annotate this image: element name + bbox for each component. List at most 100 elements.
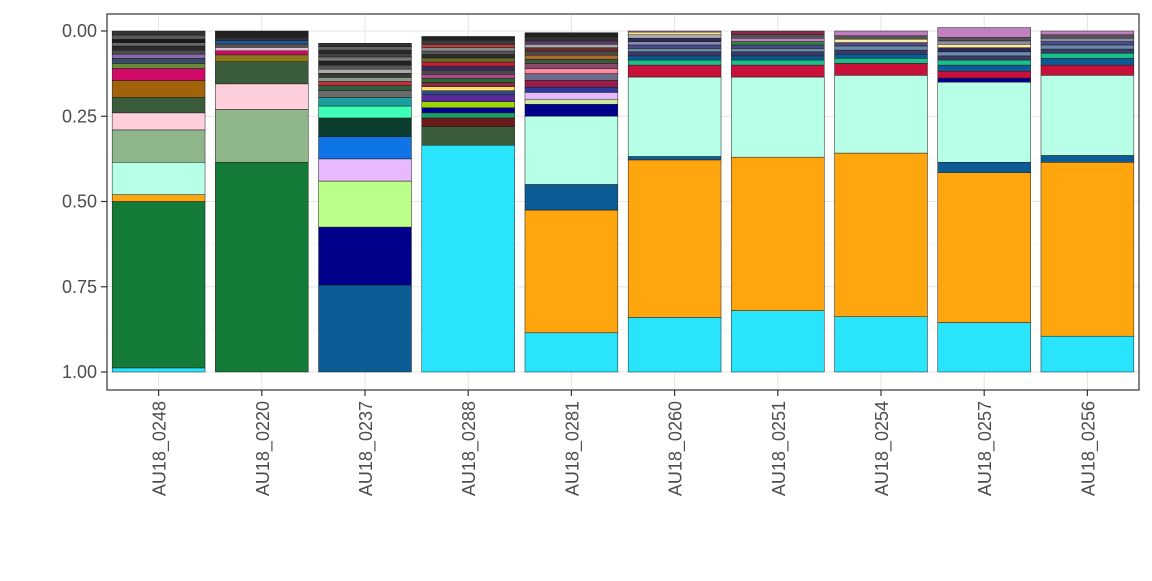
bar-segment xyxy=(524,87,619,93)
bar-segment xyxy=(834,63,928,76)
bar-segment xyxy=(937,81,1031,163)
bar-segment xyxy=(937,64,1031,72)
bar-segment xyxy=(937,162,1031,173)
bar-segment xyxy=(524,59,619,64)
bar-stack-AU18_0254 xyxy=(834,30,928,373)
bar-segment xyxy=(731,34,825,39)
bar-segment xyxy=(111,162,206,195)
bar-segment xyxy=(524,63,619,69)
x-tick-label: AU18_0260 xyxy=(666,401,687,496)
bar-segment xyxy=(111,68,206,81)
bar-segment xyxy=(731,30,825,36)
bar-segment xyxy=(1040,37,1135,42)
bar-segment xyxy=(318,81,412,86)
bar-segment xyxy=(834,35,928,40)
bar-segment xyxy=(421,112,515,119)
bar-segment xyxy=(731,76,825,158)
bar-segment xyxy=(627,59,722,66)
bar-segment xyxy=(421,82,515,87)
bar-segment xyxy=(215,50,309,56)
bar-segment xyxy=(318,105,412,119)
bar-segment xyxy=(421,86,515,91)
bar-segment xyxy=(731,59,825,66)
x-axis: AU18_0248 AU18_0220 AU18_0237 AU18_0288 AU18… xyxy=(150,390,1099,496)
bar-segment xyxy=(834,152,928,318)
bar-segment xyxy=(524,332,619,373)
bar-segment xyxy=(524,68,619,74)
x-tick-label: AU18_0257 xyxy=(975,401,996,496)
bar-segment xyxy=(731,310,825,373)
x-tick-label: AU18_0281 xyxy=(562,401,583,496)
bar-stack-AU18_0220 xyxy=(215,30,309,373)
bar-segment xyxy=(937,51,1031,57)
bar-segment xyxy=(937,77,1031,83)
bar-segment xyxy=(111,112,206,131)
bar-segment xyxy=(524,104,619,117)
x-tick-label: AU18_0248 xyxy=(150,401,171,496)
bar-segment xyxy=(524,184,619,211)
bar-segment xyxy=(937,55,1031,61)
bar-segment xyxy=(111,30,206,36)
bar-segment xyxy=(627,64,722,78)
bar-stack-AU18_0288 xyxy=(421,36,515,373)
bars-group xyxy=(111,27,1135,373)
bar-segment xyxy=(1040,162,1135,337)
bar-segment xyxy=(627,48,722,53)
bar-segment xyxy=(834,53,928,59)
bar-segment xyxy=(1040,44,1135,50)
bar-segment xyxy=(421,50,515,55)
x-tick-label: AU18_0237 xyxy=(356,401,377,496)
bar-segment xyxy=(937,44,1031,48)
bar-segment xyxy=(215,61,309,85)
bar-segment xyxy=(111,367,206,373)
bar-segment xyxy=(627,51,722,57)
bar-segment xyxy=(111,194,206,202)
bar-segment xyxy=(318,284,412,373)
bar-segment xyxy=(111,80,206,98)
bar-segment xyxy=(1040,58,1135,66)
bar-segment xyxy=(111,63,206,69)
bar-segment xyxy=(834,30,928,37)
bar-segment xyxy=(215,83,309,110)
bar-segment xyxy=(111,49,206,55)
bar-segment xyxy=(1040,155,1135,163)
bar-segment xyxy=(1040,52,1135,59)
bar-segment xyxy=(421,101,515,108)
bar-segment xyxy=(834,75,928,154)
bar-segment xyxy=(318,43,412,47)
bar-segment xyxy=(421,36,515,41)
bar-segment xyxy=(627,34,722,39)
bar-segment xyxy=(627,37,722,42)
bar-segment xyxy=(627,317,722,373)
bar-segment xyxy=(421,57,515,63)
x-tick-label: AU18_0220 xyxy=(253,401,274,496)
bar-segment xyxy=(215,40,309,45)
bar-segment xyxy=(524,73,619,81)
bar-segment xyxy=(1040,34,1135,39)
bar-segment xyxy=(834,45,928,51)
bar-stack-AU18_0251 xyxy=(731,30,825,373)
bar-segment xyxy=(215,54,309,62)
bar-segment xyxy=(111,42,206,47)
bar-segment xyxy=(937,27,1031,38)
bar-stack-AU18_0237 xyxy=(318,43,412,373)
bar-segment xyxy=(421,90,515,96)
bar-segment xyxy=(421,126,515,146)
bar-segment xyxy=(215,30,309,38)
bar-segment xyxy=(524,44,619,48)
bar-segment xyxy=(834,49,928,55)
bar-segment xyxy=(215,36,309,41)
x-tick-label: AU18_0256 xyxy=(1078,401,1099,496)
bar-segment xyxy=(524,47,619,52)
bar-segment xyxy=(627,159,722,318)
bar-segment xyxy=(937,172,1031,323)
bar-segment xyxy=(937,37,1031,42)
bar-segment xyxy=(731,64,825,78)
bar-segment xyxy=(111,38,206,43)
bar-segment xyxy=(111,53,206,59)
bar-segment xyxy=(318,77,412,82)
bar-stack-AU18_0260 xyxy=(627,30,722,373)
bar-segment xyxy=(421,117,515,127)
bar-segment xyxy=(524,36,619,42)
